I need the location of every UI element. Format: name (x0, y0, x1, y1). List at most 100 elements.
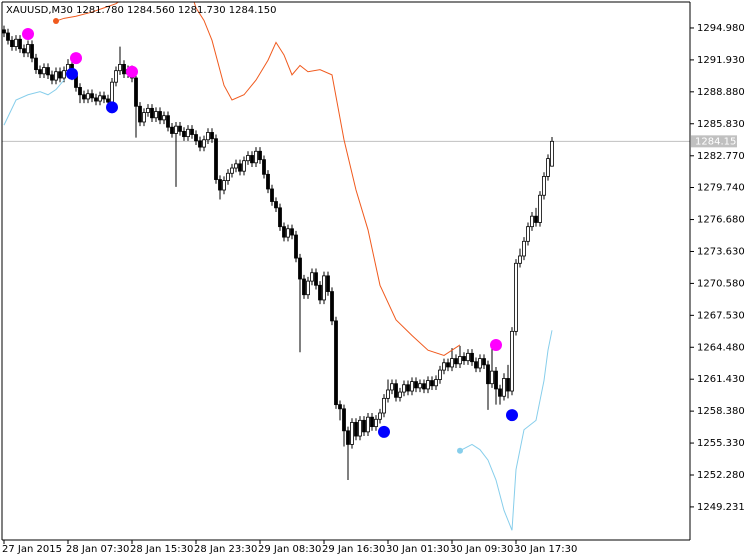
candle-body (358, 419, 362, 437)
y-tick-label: 1273.630 (697, 246, 745, 257)
candle-body (206, 132, 210, 141)
candle-body (46, 67, 50, 76)
candle-body (474, 361, 478, 369)
candle-body (102, 95, 106, 100)
candle-body (362, 419, 366, 433)
y-tick-label: 1282.770 (697, 151, 745, 162)
candle-body (118, 63, 122, 72)
candle-body (510, 330, 514, 392)
candle-body (434, 379, 438, 387)
indicator-line (459, 330, 553, 531)
candle-body (370, 416, 374, 428)
candle-body (182, 130, 186, 138)
candle-body (274, 201, 278, 209)
candle-body (526, 226, 530, 242)
candle-body (482, 358, 486, 366)
candle-body (530, 215, 534, 228)
candle-body (298, 257, 302, 280)
candle-body (122, 63, 126, 75)
candle-body (54, 71, 58, 81)
candle-body (150, 107, 154, 119)
y-tick-label: 1279.740 (697, 183, 745, 194)
signal-dot (506, 409, 518, 422)
candle-body (354, 422, 358, 437)
candle-body (78, 87, 82, 96)
candle-body (146, 107, 150, 113)
candle-body (386, 389, 390, 399)
candle-body (14, 38, 18, 47)
y-tick-label: 1291.930 (697, 55, 745, 66)
candle-body (222, 180, 226, 191)
y-tick-label: 1252.280 (697, 470, 745, 481)
candle-body (238, 163, 242, 172)
candle-body (90, 93, 94, 99)
candle-body (334, 320, 338, 406)
candle-body (2, 29, 6, 34)
chart-title: XAUUSD,M30 1281.780 1284.560 1281.730 12… (6, 5, 276, 16)
candle-body (258, 150, 262, 161)
candle-body (98, 95, 102, 102)
candle-body (322, 275, 326, 301)
candle-body (546, 158, 550, 177)
candle-body (350, 422, 354, 445)
indicator-start (53, 18, 59, 25)
candle-body (22, 48, 26, 54)
candle-body (294, 234, 298, 259)
signal-dot (66, 67, 78, 80)
candle-body (134, 77, 138, 107)
candle-body (398, 391, 402, 398)
indicator-start (457, 447, 463, 454)
y-tick-label: 1285.830 (697, 119, 745, 130)
candle-body (10, 39, 14, 47)
candle-body (414, 381, 418, 389)
candle-body (310, 272, 314, 282)
candle-body (458, 356, 462, 365)
candle-body (234, 163, 238, 169)
candle-body (202, 139, 206, 148)
candle-body (210, 132, 214, 140)
y-tick-label: 1267.530 (697, 310, 745, 321)
x-tick-label: 28 Jan 07:30 (66, 544, 129, 555)
candle-body (82, 94, 86, 100)
candle-body (186, 128, 190, 138)
candle-body (50, 74, 54, 81)
candle-body (478, 358, 482, 369)
candle-body (286, 228, 290, 238)
candle-body (538, 194, 542, 223)
candle-body (450, 358, 454, 368)
candle-body (426, 380, 430, 390)
candle-body (290, 228, 294, 236)
candle-body (502, 378, 506, 397)
signal-dot (490, 338, 502, 351)
candle-body (418, 383, 422, 389)
y-tick-label: 1276.680 (697, 215, 745, 226)
candle-body (214, 138, 218, 180)
candle-body (158, 111, 162, 121)
candle-body (106, 98, 110, 103)
candle-body (346, 430, 350, 445)
signal-dot (22, 28, 34, 41)
y-tick-label: 1288.880 (697, 87, 745, 98)
candle-body (58, 71, 62, 79)
plot-area (2, 2, 690, 531)
candle-body (190, 128, 194, 135)
candle-body (518, 255, 522, 264)
candle-body (138, 105, 142, 123)
candle-body (266, 173, 270, 190)
candle-body (534, 215, 538, 223)
candle-body (550, 140, 554, 167)
candle-body (402, 384, 406, 393)
y-tick-label: 1258.380 (697, 406, 745, 417)
candle-body (270, 188, 274, 202)
y-tick-label: 1255.330 (697, 438, 745, 449)
candle-body (278, 207, 282, 228)
x-tick-label: 30 Jan 09:30 (450, 544, 513, 555)
candle-body (166, 115, 170, 128)
candle-body (86, 93, 90, 100)
candle-body (390, 383, 394, 391)
x-tick-label: 29 Jan 16:30 (322, 544, 385, 555)
candle-body (314, 272, 318, 286)
candle-body (514, 262, 518, 332)
candle-body (522, 240, 526, 257)
candle-body (394, 383, 398, 398)
